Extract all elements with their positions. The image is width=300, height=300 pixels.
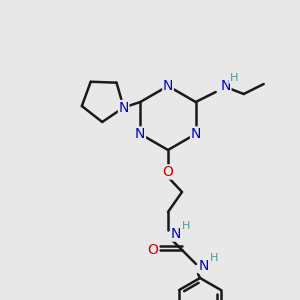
Text: N: N: [199, 259, 209, 273]
Text: N: N: [118, 100, 129, 115]
Text: H: H: [230, 73, 238, 83]
Text: N: N: [135, 127, 146, 141]
Text: N: N: [220, 79, 231, 93]
Text: N: N: [163, 79, 173, 93]
Text: O: O: [148, 243, 158, 257]
Text: H: H: [182, 221, 190, 231]
Text: O: O: [163, 165, 173, 179]
Text: N: N: [171, 227, 181, 241]
Text: H: H: [210, 253, 218, 263]
Text: N: N: [190, 127, 201, 141]
